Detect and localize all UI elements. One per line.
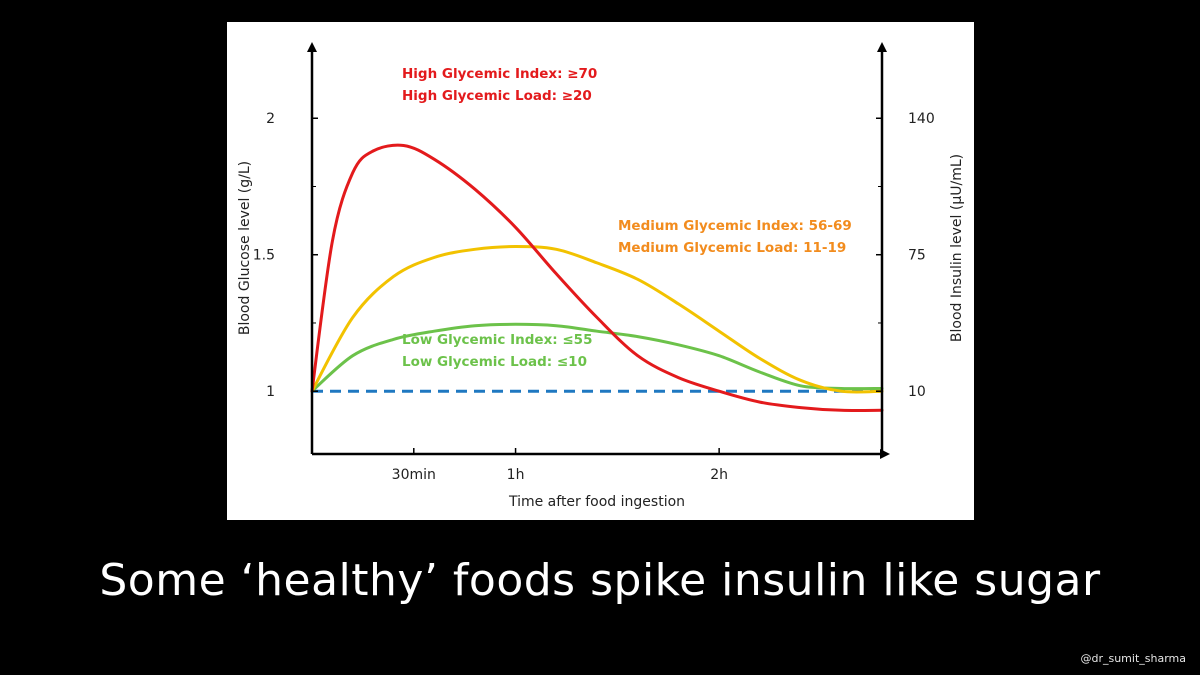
- annotation-medium-line: Medium Glycemic Index: 56-69: [618, 218, 852, 234]
- y-axis-left-arrow: [307, 42, 317, 52]
- watermark-handle: @dr_sumit_sharma: [1080, 652, 1186, 665]
- x-tick-label: 30min: [392, 467, 436, 483]
- ticks-group: 1 1.5 2 10 75 140 30min 1h 2h: [253, 111, 935, 483]
- caption-text: Some ‘healthy’ foods spike insulin like …: [99, 555, 1101, 606]
- y-right-tick-label: 140: [908, 111, 935, 127]
- annotation-medium-line: Medium Glycemic Load: 11-19: [618, 240, 846, 256]
- axes-group: [307, 42, 890, 459]
- y-axis-right-label: Blood Insulin level (µU/mL): [949, 154, 965, 342]
- chart-panel: 1 1.5 2 10 75 140 30min 1h 2h Time after food in…: [227, 22, 974, 520]
- x-axis-label: Time after food ingestion: [508, 494, 685, 510]
- annotation-high-line: High Glycemic Index: ≥70: [402, 66, 597, 82]
- annotation-low-line: Low Glycemic Index: ≤55: [402, 332, 592, 348]
- glycemic-response-chart: 1 1.5 2 10 75 140 30min 1h 2h Time after food in…: [237, 42, 965, 510]
- y-left-tick-label: 1: [266, 384, 275, 400]
- y-right-tick-label: 10: [908, 384, 926, 400]
- y-left-tick-label: 2: [266, 111, 275, 127]
- annotation-low-line: Low Glycemic Load: ≤10: [402, 354, 587, 370]
- annotations-group: High Glycemic Index: ≥70 High Glycemic Lo…: [402, 66, 852, 370]
- y-right-tick-label: 75: [908, 248, 926, 264]
- x-tick-label: 2h: [710, 467, 728, 483]
- x-tick-label: 1h: [507, 467, 525, 483]
- series-line-medium: [310, 245, 884, 394]
- annotation-high-line: High Glycemic Load: ≥20: [402, 88, 592, 104]
- axis-labels-group: Time after food ingestion Blood Glucose l…: [237, 154, 965, 510]
- series-group: [310, 143, 884, 413]
- y-axis-right-arrow: [877, 42, 887, 52]
- y-left-tick-label: 1.5: [253, 248, 275, 264]
- series-line-low: [310, 322, 884, 393]
- y-axis-left-label: Blood Glucose level (g/L): [237, 161, 253, 335]
- series-line-high: [310, 143, 884, 413]
